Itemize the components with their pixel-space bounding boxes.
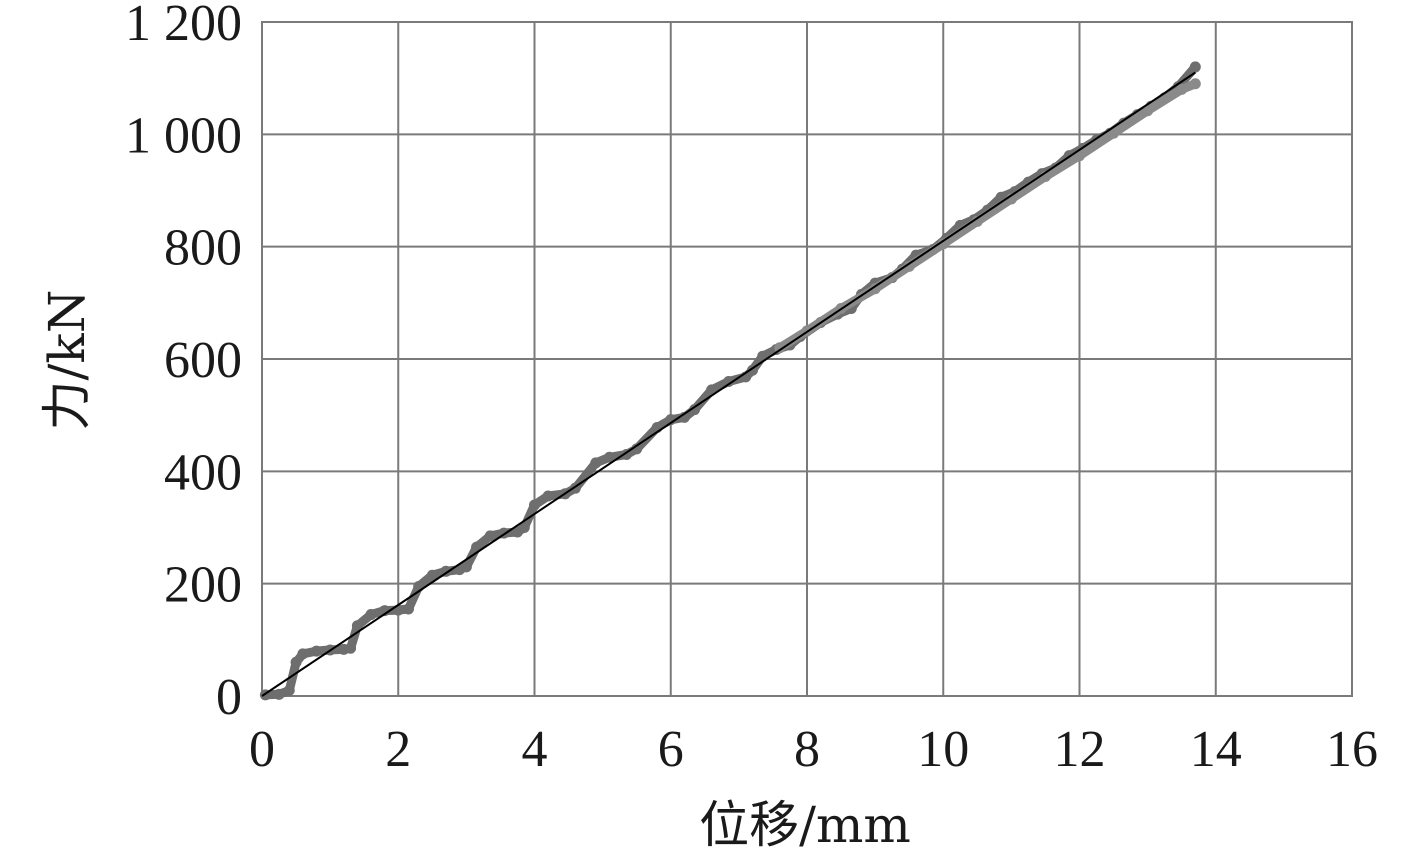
series-0-point-1 bbox=[273, 688, 285, 700]
series-0-point-4 bbox=[297, 648, 309, 660]
y-tick-label-5: 1 000 bbox=[125, 107, 242, 164]
y-tick-label-2: 400 bbox=[164, 444, 242, 501]
series-0-point-3 bbox=[290, 656, 302, 668]
series-0-point-2 bbox=[283, 684, 295, 696]
series-0-point-35 bbox=[689, 404, 701, 416]
series-0-point-18 bbox=[460, 561, 472, 573]
series-1-point-0 bbox=[774, 342, 786, 354]
series-0-point-25 bbox=[542, 490, 554, 502]
x-tick-label-1: 2 bbox=[385, 721, 411, 778]
fit-lines bbox=[261, 71, 1196, 697]
series-1-point-13 bbox=[1189, 78, 1201, 90]
x-axis-title: 位移/mm bbox=[699, 796, 911, 850]
y-tick-label-0: 0 bbox=[216, 669, 242, 726]
series-0-point-8 bbox=[345, 642, 357, 654]
series-0-point-10 bbox=[365, 609, 377, 621]
plot-frame bbox=[261, 21, 1353, 697]
series-0-point-13 bbox=[402, 603, 414, 615]
series-0-point-9 bbox=[351, 620, 363, 632]
y-tick-label-1: 200 bbox=[164, 557, 242, 614]
x-tick-label-3: 6 bbox=[658, 721, 684, 778]
y-axis-title: 力/kN bbox=[38, 290, 96, 431]
series-0-point-31 bbox=[631, 443, 643, 455]
series-0-point-23 bbox=[518, 522, 530, 533]
x-tick-label-0: 0 bbox=[249, 721, 275, 778]
series-1-point-11 bbox=[1142, 105, 1154, 117]
series-0-point-29 bbox=[603, 451, 615, 463]
x-tick-label-5: 10 bbox=[917, 721, 969, 778]
series-0-point-12 bbox=[392, 604, 404, 616]
series-1-point-5 bbox=[937, 238, 949, 250]
y-axis-tick-labels: 0 200 400 600 800 1 000 1 200 bbox=[125, 0, 242, 726]
series-0-point-37 bbox=[723, 375, 735, 387]
series-0-point-15 bbox=[426, 569, 438, 581]
y-tick-label-3: 600 bbox=[164, 332, 242, 389]
series-0-point-71 bbox=[1189, 61, 1201, 73]
y-tick-label-6: 1 200 bbox=[125, 0, 242, 52]
x-tick-label-4: 8 bbox=[794, 721, 820, 778]
x-tick-label-7: 14 bbox=[1190, 721, 1242, 778]
series-1-point-4 bbox=[903, 260, 915, 272]
series-1-point-9 bbox=[1074, 150, 1085, 162]
series-0-point-5 bbox=[311, 645, 322, 657]
x-tick-label-6: 12 bbox=[1054, 721, 1106, 778]
x-tick-label-8: 16 bbox=[1326, 721, 1378, 778]
y-tick-label-4: 800 bbox=[164, 220, 242, 277]
series-1-point-12 bbox=[1176, 83, 1188, 95]
chart-grid bbox=[261, 21, 1353, 697]
series-1-point-10 bbox=[1108, 127, 1120, 139]
series-1-point-6 bbox=[971, 215, 983, 227]
series-1-point-3 bbox=[869, 283, 881, 295]
series-2-line bbox=[261, 71, 1196, 697]
series-0-point-24 bbox=[529, 499, 540, 511]
data-points bbox=[259, 61, 1201, 701]
series-0-point-20 bbox=[484, 530, 496, 542]
series-0-point-33 bbox=[665, 414, 677, 426]
x-tick-label-2: 4 bbox=[522, 721, 548, 778]
x-axis-tick-labels: 0 2 4 6 8 10 12 14 16 bbox=[249, 721, 1378, 778]
series-0-point-28 bbox=[590, 457, 602, 469]
